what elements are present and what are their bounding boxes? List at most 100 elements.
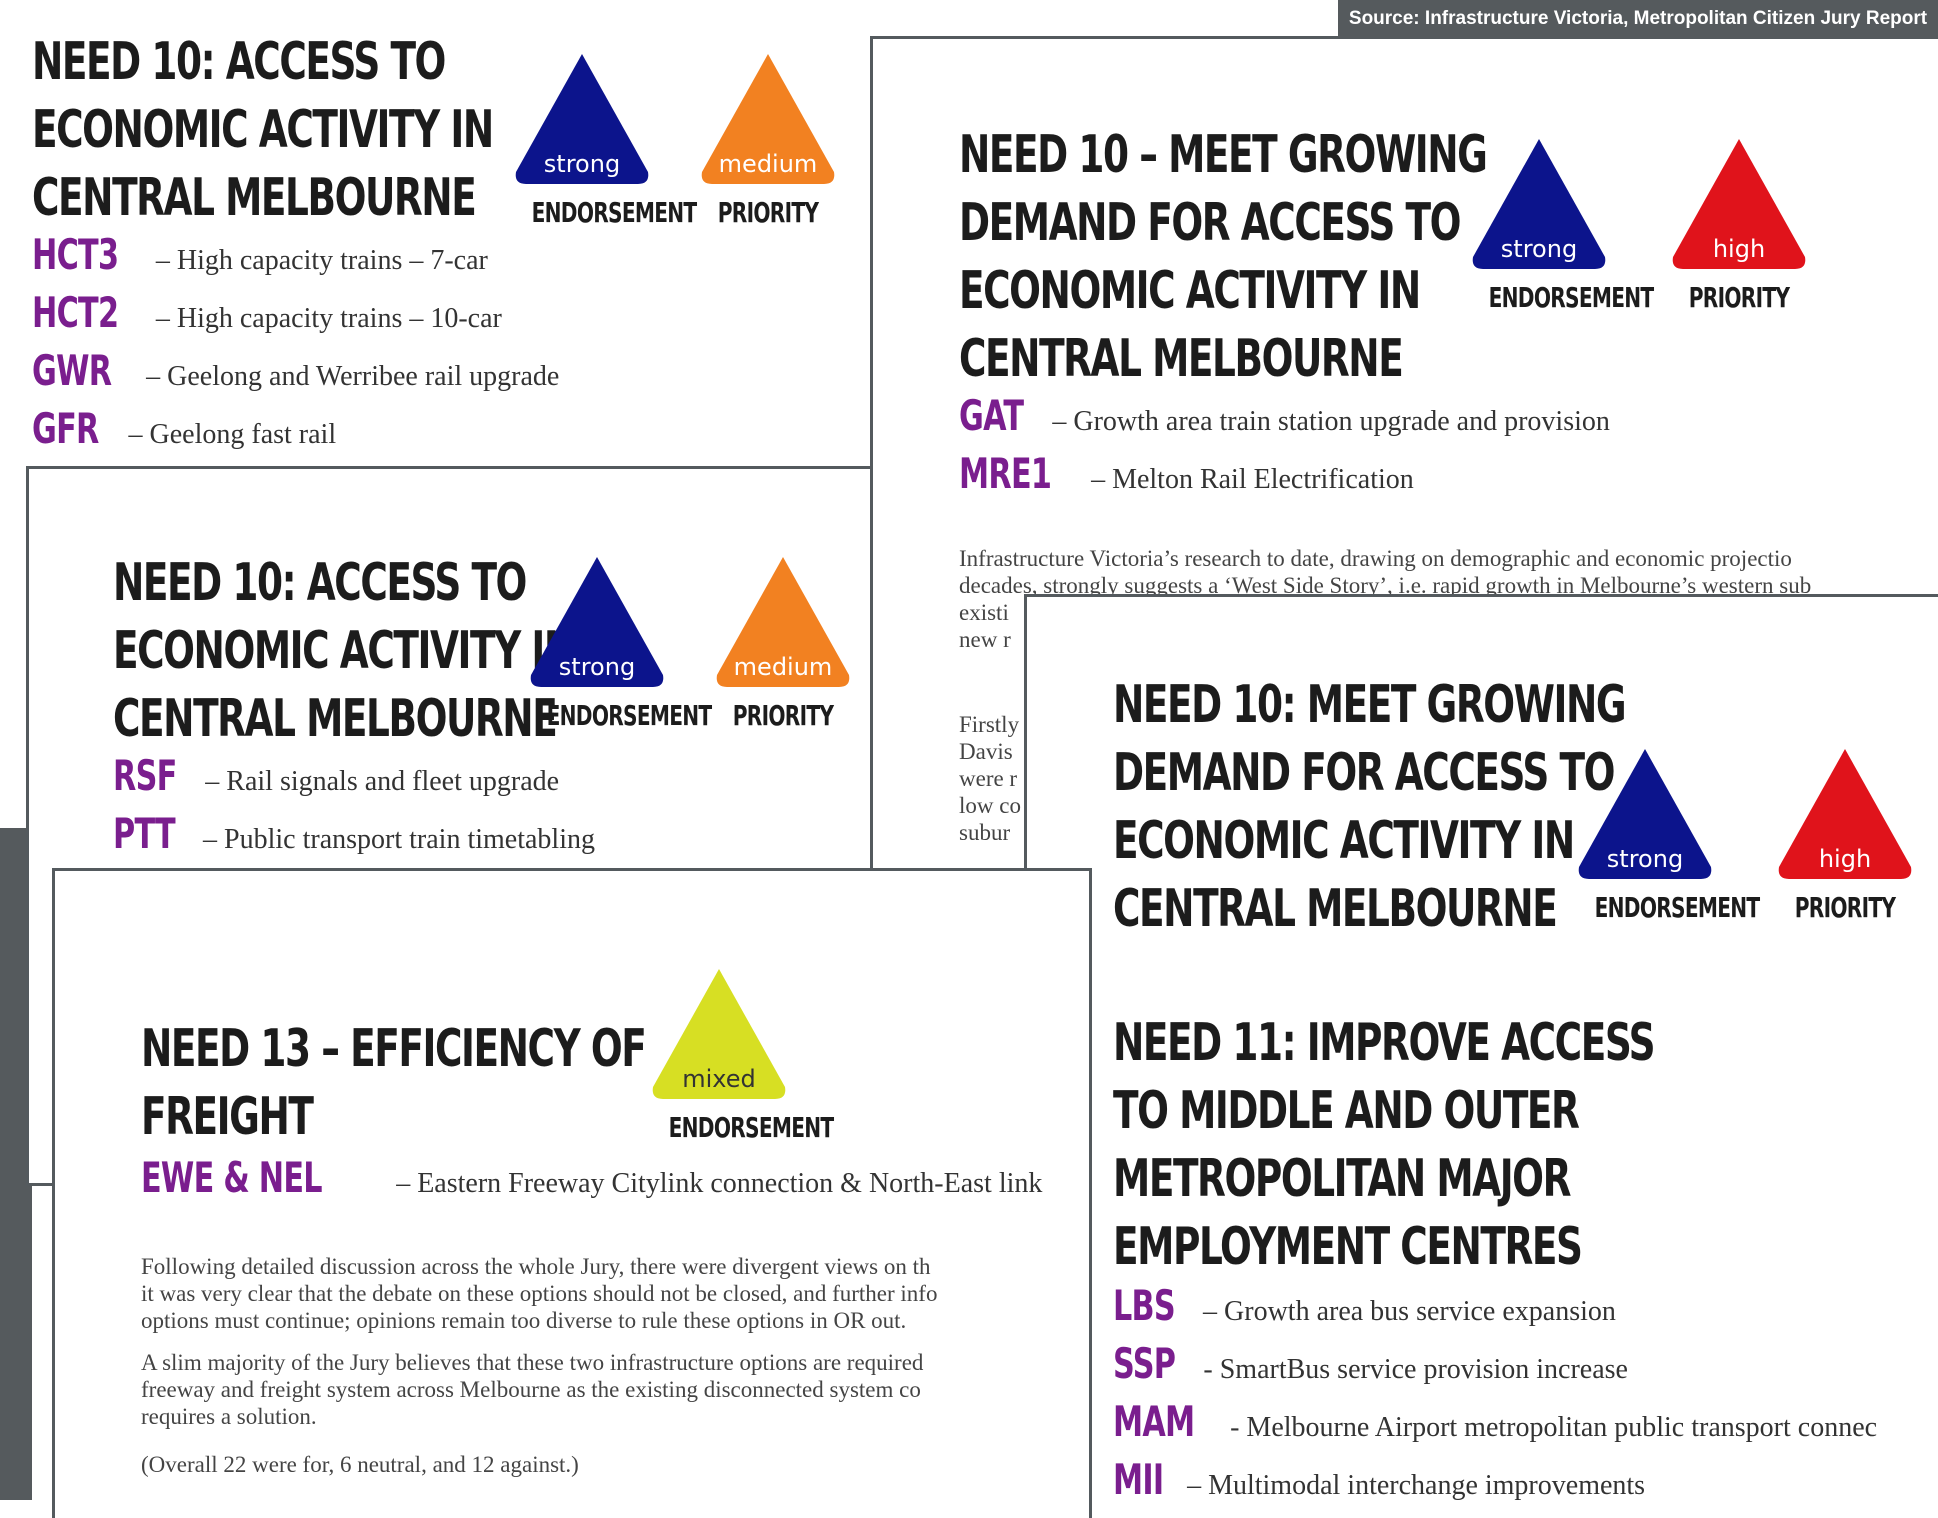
paragraph-line: subur (959, 820, 1011, 845)
option-description: - Melbourne Airport metropolitan public … (1230, 1412, 1878, 1443)
option-item: LBS – Growth area bus service expansion (1113, 1281, 1616, 1330)
option-item: RSF – Rail signals and fleet upgrade (113, 751, 559, 800)
priority-triangle (1778, 749, 1912, 879)
card-title: NEED 10: ACCESS TO ECONOMIC ACTIVITY IN … (32, 28, 494, 232)
paragraph-line: Firstly (959, 712, 1020, 737)
endorsement-word: strong (1501, 235, 1577, 263)
priority-rating: medium PRIORITY (713, 549, 853, 732)
priority-caption: PRIORITY (717, 196, 819, 229)
paragraph-line: existi (959, 600, 1009, 625)
priority-rating: high PRIORITY (1775, 741, 1915, 924)
title-line: NEED 10: ACCESS TO (113, 553, 527, 613)
paragraph-line: low co (959, 793, 1021, 818)
title-line: NEED 13 – EFFICIENCY OF (141, 1019, 647, 1079)
endorsement-caption: ENDORSEMENT (531, 196, 698, 229)
triangle-icon: strong (515, 54, 649, 184)
option-description: – Multimodal interchange improvements (1187, 1470, 1646, 1501)
endorsement-triangle (652, 969, 786, 1099)
option-code: PTT (113, 809, 176, 858)
card-title: NEED 10: MEET GROWING DEMAND FOR ACCESS … (1113, 671, 1627, 943)
triangle-icon: strong (530, 557, 664, 687)
option-description: – High capacity trains – 7-car (155, 245, 488, 276)
option-item: MAM - Melbourne Airport metropolitan pub… (1113, 1397, 1877, 1446)
option-item: SSP - SmartBus service provision increas… (1113, 1339, 1628, 1388)
priority-triangle (701, 54, 835, 184)
triangle-icon: medium (701, 54, 835, 184)
paragraph-line: it was very clear that the debate on the… (141, 1281, 938, 1306)
paragraph-line: Infrastructure Victoria’s research to da… (959, 546, 1792, 571)
paragraph-line: options must continue; opinions remain t… (141, 1308, 907, 1333)
body-paragraph: A slim majority of the Jury believes tha… (141, 1349, 923, 1430)
option-code: MII (1113, 1455, 1164, 1504)
priority-word: medium (719, 150, 818, 178)
title-line: ECONOMIC ACTIVITY IN (113, 621, 575, 681)
triangle-icon: strong (1578, 749, 1712, 879)
title-line: EMPLOYMENT CENTRES (1113, 1217, 1583, 1277)
card-need10-access-top: NEED 10: ACCESS TO ECONOMIC ACTIVITY IN … (0, 0, 874, 472)
priority-caption: PRIORITY (1794, 891, 1896, 924)
option-item: MRE1 – Melton Rail Electrification (959, 449, 1414, 498)
priority-caption: PRIORITY (732, 699, 834, 732)
endorsement-word: mixed (682, 1065, 756, 1093)
title-line: NEED 10: MEET GROWING (1113, 675, 1627, 735)
priority-triangle (1672, 139, 1806, 269)
title-line: DEMAND FOR ACCESS TO (959, 193, 1461, 253)
option-description: – Geelong and Werribee rail upgrade (146, 361, 560, 392)
paragraph-line: Davis (959, 739, 1013, 764)
option-description: – Melton Rail Electrification (1091, 464, 1414, 495)
option-description: – High capacity trains – 10-car (155, 303, 502, 334)
endorsement-caption: ENDORSEMENT (546, 699, 713, 732)
priority-word: medium (734, 653, 833, 681)
endorsement-word: strong (1607, 845, 1683, 873)
card-title: NEED 10 – MEET GROWING DEMAND FOR ACCESS… (959, 121, 1488, 393)
option-item: HCT2 – High capacity trains – 10-car (32, 288, 502, 337)
endorsement-word: strong (559, 653, 635, 681)
paragraph-line: A slim majority of the Jury believes tha… (141, 1350, 924, 1375)
option-description: – Growth area bus service expansion (1203, 1296, 1616, 1327)
option-item: EWE & NEL – Eastern Freeway Citylink con… (141, 1153, 1042, 1202)
option-code: MRE1 (959, 449, 1052, 498)
body-paragraph: Infrastructure Victoria’s research to da… (959, 545, 1811, 653)
option-code: GAT (959, 391, 1024, 440)
priority-rating: high PRIORITY (1669, 131, 1809, 314)
endorsement-caption: ENDORSEMENT (1488, 281, 1655, 314)
option-item: GWR – Geelong and Werribee rail upgrade (32, 346, 559, 395)
title-line: NEED 10: ACCESS TO (32, 32, 446, 92)
option-description: – Eastern Freeway Citylink connection & … (396, 1168, 1043, 1199)
triangle-icon: high (1672, 139, 1806, 269)
paragraph-line: requires a solution. (141, 1404, 317, 1429)
option-item: PTT – Public transport train timetabling (113, 809, 595, 858)
title-line: CENTRAL MELBOURNE (1113, 879, 1558, 939)
endorsement-rating: strong ENDORSEMENT (1575, 741, 1761, 924)
option-code: HCT2 (32, 288, 119, 337)
endorsement-caption: ENDORSEMENT (1594, 891, 1761, 924)
triangle-icon: medium (716, 557, 850, 687)
title-line: ECONOMIC ACTIVITY IN (32, 100, 494, 160)
vote-note: (Overall 22 were for, 6 neutral, and 12 … (141, 1452, 579, 1477)
option-description: – Rail signals and fleet upgrade (205, 766, 560, 797)
endorsement-caption: ENDORSEMENT (668, 1111, 835, 1144)
option-code: EWE & NEL (141, 1153, 323, 1202)
title-line: CENTRAL MELBOURNE (113, 689, 558, 749)
option-item: GFR – Geelong fast rail (32, 404, 336, 453)
paragraph-line: new r (959, 627, 1011, 652)
paragraph-line: freeway and freight system across Melbou… (141, 1377, 921, 1402)
option-description: - SmartBus service provision increase (1203, 1354, 1628, 1385)
option-item: HCT3 – High capacity trains – 7-car (32, 230, 488, 279)
body-paragraph: Following detailed discussion across the… (141, 1253, 937, 1334)
title-line: CENTRAL MELBOURNE (959, 329, 1404, 389)
triangle-icon: strong (1472, 139, 1606, 269)
option-code: HCT3 (32, 230, 119, 279)
card-need10-need11: NEED 10: MEET GROWING DEMAND FOR ACCESS … (1024, 594, 1938, 1514)
priority-triangle (716, 557, 850, 687)
title-line: FREIGHT (141, 1087, 314, 1147)
source-label: Source: Infrastructure Victoria, Metropo… (1338, 0, 1938, 38)
priority-word: high (1819, 845, 1871, 873)
option-item: MII – Multimodal interchange improvement… (1113, 1455, 1645, 1504)
priority-word: high (1713, 235, 1765, 263)
priority-caption: PRIORITY (1688, 281, 1790, 314)
title-line: TO MIDDLE AND OUTER (1113, 1081, 1580, 1141)
endorsement-rating: strong ENDORSEMENT (527, 549, 713, 732)
card-title: NEED 13 – EFFICIENCY OF FREIGHT (141, 1015, 647, 1151)
endorsement-triangle (1472, 139, 1606, 269)
